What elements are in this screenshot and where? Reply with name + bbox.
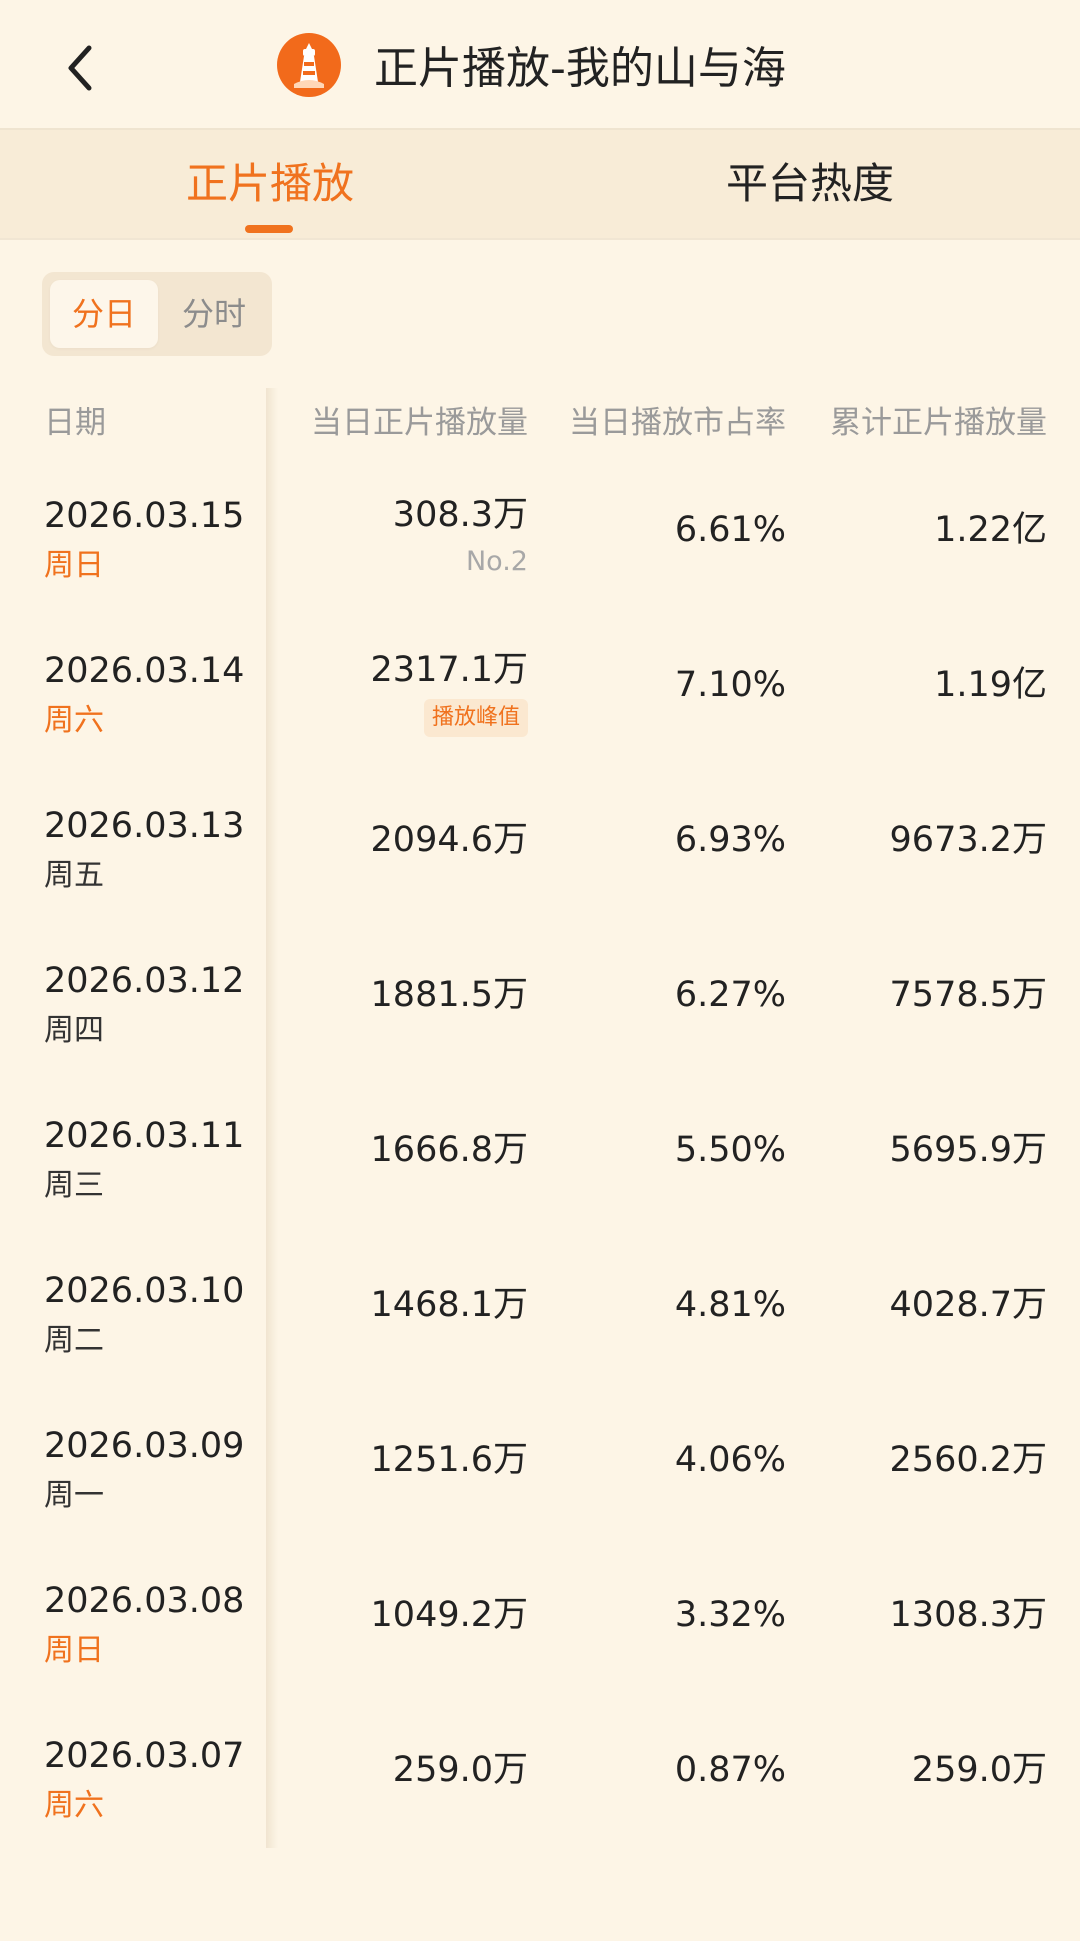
row-market-share: 0.87% [674,1750,786,1790]
tab-main-play[interactable]: 正片播放 [185,159,354,208]
row-market-share: 6.93% [674,820,786,860]
row-daily-plays: 1468.1万 [370,1285,528,1325]
row-weekday: 周五 [44,858,104,893]
row-total-plays: 7578.5万 [889,975,1047,1015]
row-market-share: 3.32% [674,1595,786,1635]
row-market-share: 5.50% [674,1130,786,1170]
sticky-column-shadow [266,388,278,1848]
row-date: 2026.03.15 [44,496,245,536]
row-weekday: 周一 [44,1478,104,1513]
page-title: 正片播放-我的山与海 [374,43,786,94]
app-header: 正片播放-我的山与海 [0,0,1080,130]
row-daily-plays: 1251.6万 [370,1440,528,1480]
granularity-switch: 分日 分时 [42,272,272,356]
row-date: 2026.03.09 [44,1426,245,1466]
row-market-share: 4.81% [674,1285,786,1325]
row-market-share: 7.10% [674,665,786,705]
row-weekday: 周六 [44,703,104,738]
row-date: 2026.03.10 [44,1271,245,1311]
row-date: 2026.03.12 [44,961,245,1001]
row-weekday: 周日 [44,1633,104,1668]
row-daily-plays: 2094.6万 [370,820,528,860]
row-date: 2026.03.14 [44,651,245,691]
row-date: 2026.03.11 [44,1116,245,1156]
row-rank-note: No.2 [465,546,528,577]
row-daily-plays: 1666.8万 [370,1130,528,1170]
segment-by-hour[interactable]: 分时 [181,295,246,333]
row-total-plays: 5695.9万 [889,1130,1047,1170]
table-row[interactable]: 2026.03.14 周六 2317.1万播放峰值 7.10% 1.19亿 [0,645,1080,800]
row-weekday: 周三 [44,1168,104,1203]
row-daily-plays: 2317.1万 [370,650,528,690]
row-total-plays: 1.22亿 [934,510,1047,550]
column-header-date: 日期 [44,405,106,441]
tab-bar: 正片播放 平台热度 [0,130,1080,240]
active-tab-indicator [245,225,293,233]
back-button[interactable] [50,38,110,98]
row-date: 2026.03.08 [44,1581,245,1621]
row-date: 2026.03.07 [44,1736,245,1776]
row-total-plays: 2560.2万 [889,1440,1047,1480]
table-row[interactable]: 2026.03.11 周三 1666.8万 5.50% 5695.9万 [0,1110,1080,1265]
row-market-share: 4.06% [674,1440,786,1480]
table-row[interactable]: 2026.03.13 周五 2094.6万 6.93% 9673.2万 [0,800,1080,955]
table-row[interactable]: 2026.03.08 周日 1049.2万 3.32% 1308.3万 [0,1575,1080,1730]
row-total-plays: 9673.2万 [889,820,1047,860]
peak-badge: 播放峰值 [423,699,528,737]
row-daily-plays: 1881.5万 [370,975,528,1015]
row-market-share: 6.61% [674,510,786,550]
table-row[interactable]: 2026.03.12 周四 1881.5万 6.27% 7578.5万 [0,955,1080,1110]
row-total-plays: 4028.7万 [889,1285,1047,1325]
table-row[interactable]: 2026.03.09 周一 1251.6万 4.06% 2560.2万 [0,1420,1080,1575]
column-header-market-share[interactable]: 当日播放市占率 [569,405,786,441]
row-weekday: 周六 [44,1788,104,1823]
row-weekday: 周二 [44,1323,104,1358]
table-row[interactable]: 2026.03.15 周日 308.3万 No.2 6.61% 1.22亿 [0,490,1080,645]
column-header-total-plays[interactable]: 累计正片播放量 [830,405,1047,441]
table-row[interactable]: 2026.03.10 周二 1468.1万 4.81% 4028.7万 [0,1265,1080,1420]
row-total-plays: 1308.3万 [889,1595,1047,1635]
table-row[interactable]: 2026.03.07 周六 259.0万 0.87% 259.0万 [0,1730,1080,1885]
row-total-plays: 1.19亿 [934,665,1047,705]
lighthouse-app-icon [277,33,341,97]
chevron-left-icon [68,45,92,91]
row-daily-plays: 1049.2万 [370,1595,528,1635]
row-total-plays: 259.0万 [911,1750,1047,1790]
row-daily-plays: 308.3万 [392,495,528,535]
row-weekday: 周日 [44,548,104,583]
row-date: 2026.03.13 [44,806,245,846]
tab-platform-heat[interactable]: 平台热度 [725,159,894,208]
column-header-daily-plays[interactable]: 当日正片播放量 [311,405,528,441]
segment-by-day[interactable]: 分日 [50,280,158,348]
row-weekday: 周四 [44,1013,104,1048]
row-daily-plays: 259.0万 [392,1750,528,1790]
row-market-share: 6.27% [674,975,786,1015]
